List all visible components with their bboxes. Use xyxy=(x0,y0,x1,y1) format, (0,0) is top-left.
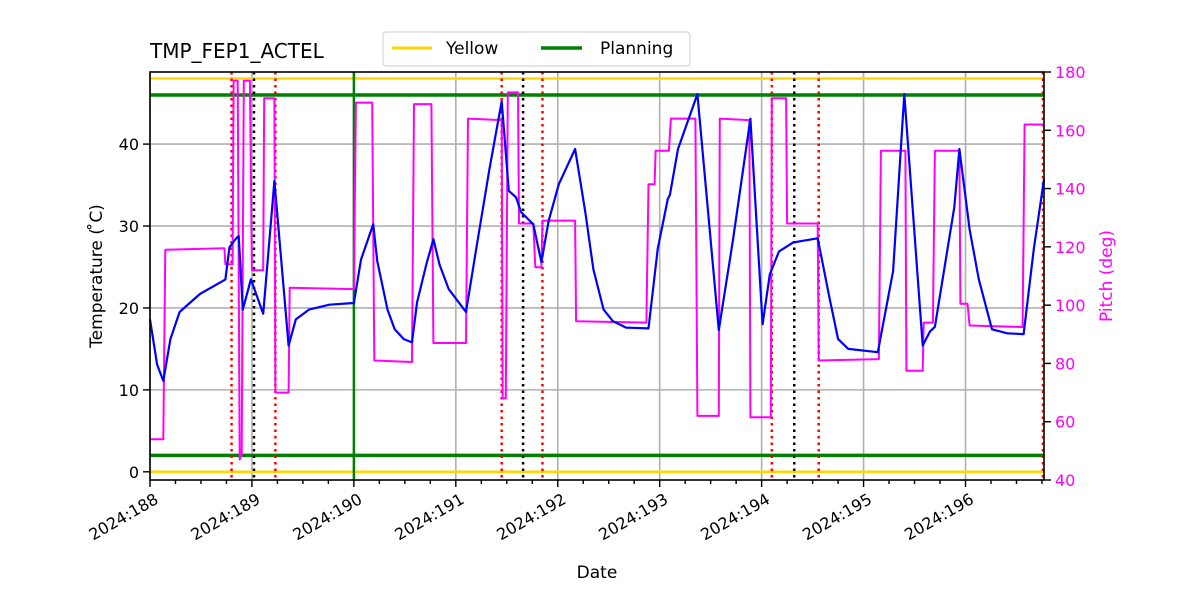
y-axis-left: 0 10 20 30 40 xyxy=(119,135,150,482)
x-axis-label: Date xyxy=(577,563,618,583)
y-tick-label: 20 xyxy=(119,299,139,318)
y-tick-label: 10 xyxy=(119,381,139,400)
y-axis-label: Temperature ( ̊C) xyxy=(86,204,107,349)
chart-title: TMP_FEP1_ACTEL xyxy=(149,39,325,63)
y2-axis-label: Pitch (deg) xyxy=(1097,230,1117,322)
y2-tick-label: 60 xyxy=(1055,413,1075,432)
limit-lines xyxy=(150,77,1044,474)
y2-tick-label: 160 xyxy=(1055,121,1086,140)
series-tmp_fep1_actel xyxy=(148,92,1046,382)
y2-tick-label: 120 xyxy=(1055,238,1086,257)
data-series xyxy=(148,79,1046,461)
legend-box xyxy=(382,31,691,67)
y2-tick-label: 180 xyxy=(1055,63,1086,82)
y2-tick-label: 140 xyxy=(1055,180,1086,199)
plot-frame xyxy=(149,71,1045,481)
y-tick-label: 30 xyxy=(119,217,139,236)
y2-tick-label: 40 xyxy=(1055,471,1075,490)
legend: Yellow Planning xyxy=(382,31,691,67)
legend-label-yellow: Yellow xyxy=(445,39,498,59)
y-axis-right: 40 60 80 100 120 140 160 180 xyxy=(1044,63,1086,490)
y-tick-label: 40 xyxy=(119,135,139,154)
legend-label-planning: Planning xyxy=(600,39,673,59)
y2-tick-label: 100 xyxy=(1055,296,1086,315)
y2-tick-label: 80 xyxy=(1055,354,1075,373)
y-tick-label: 0 xyxy=(129,463,139,482)
